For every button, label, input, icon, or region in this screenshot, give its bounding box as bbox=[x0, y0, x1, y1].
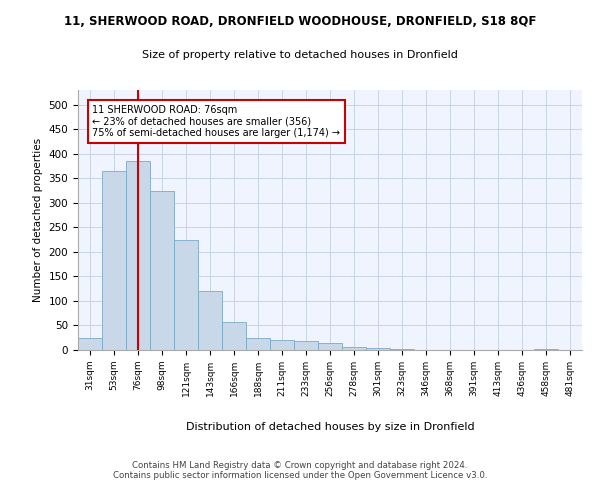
Text: Contains HM Land Registry data © Crown copyright and database right 2024.
Contai: Contains HM Land Registry data © Crown c… bbox=[113, 460, 487, 480]
Bar bbox=[222, 322, 246, 350]
Bar bbox=[102, 171, 126, 350]
Bar bbox=[174, 240, 198, 350]
Y-axis label: Number of detached properties: Number of detached properties bbox=[33, 138, 43, 302]
Text: 11 SHERWOOD ROAD: 76sqm
← 23% of detached houses are smaller (356)
75% of semi-d: 11 SHERWOOD ROAD: 76sqm ← 23% of detache… bbox=[92, 104, 340, 138]
Bar bbox=[318, 343, 342, 350]
Bar bbox=[294, 341, 318, 350]
Bar bbox=[366, 348, 390, 350]
Bar bbox=[342, 346, 366, 350]
Bar bbox=[270, 340, 294, 350]
Bar bbox=[126, 161, 150, 350]
Bar bbox=[246, 338, 270, 350]
Text: Distribution of detached houses by size in Dronfield: Distribution of detached houses by size … bbox=[185, 422, 475, 432]
Bar bbox=[534, 348, 558, 350]
Bar bbox=[78, 338, 102, 350]
Bar bbox=[150, 190, 174, 350]
Bar bbox=[198, 291, 222, 350]
Text: 11, SHERWOOD ROAD, DRONFIELD WOODHOUSE, DRONFIELD, S18 8QF: 11, SHERWOOD ROAD, DRONFIELD WOODHOUSE, … bbox=[64, 15, 536, 28]
Bar bbox=[390, 349, 414, 350]
Text: Size of property relative to detached houses in Dronfield: Size of property relative to detached ho… bbox=[142, 50, 458, 60]
